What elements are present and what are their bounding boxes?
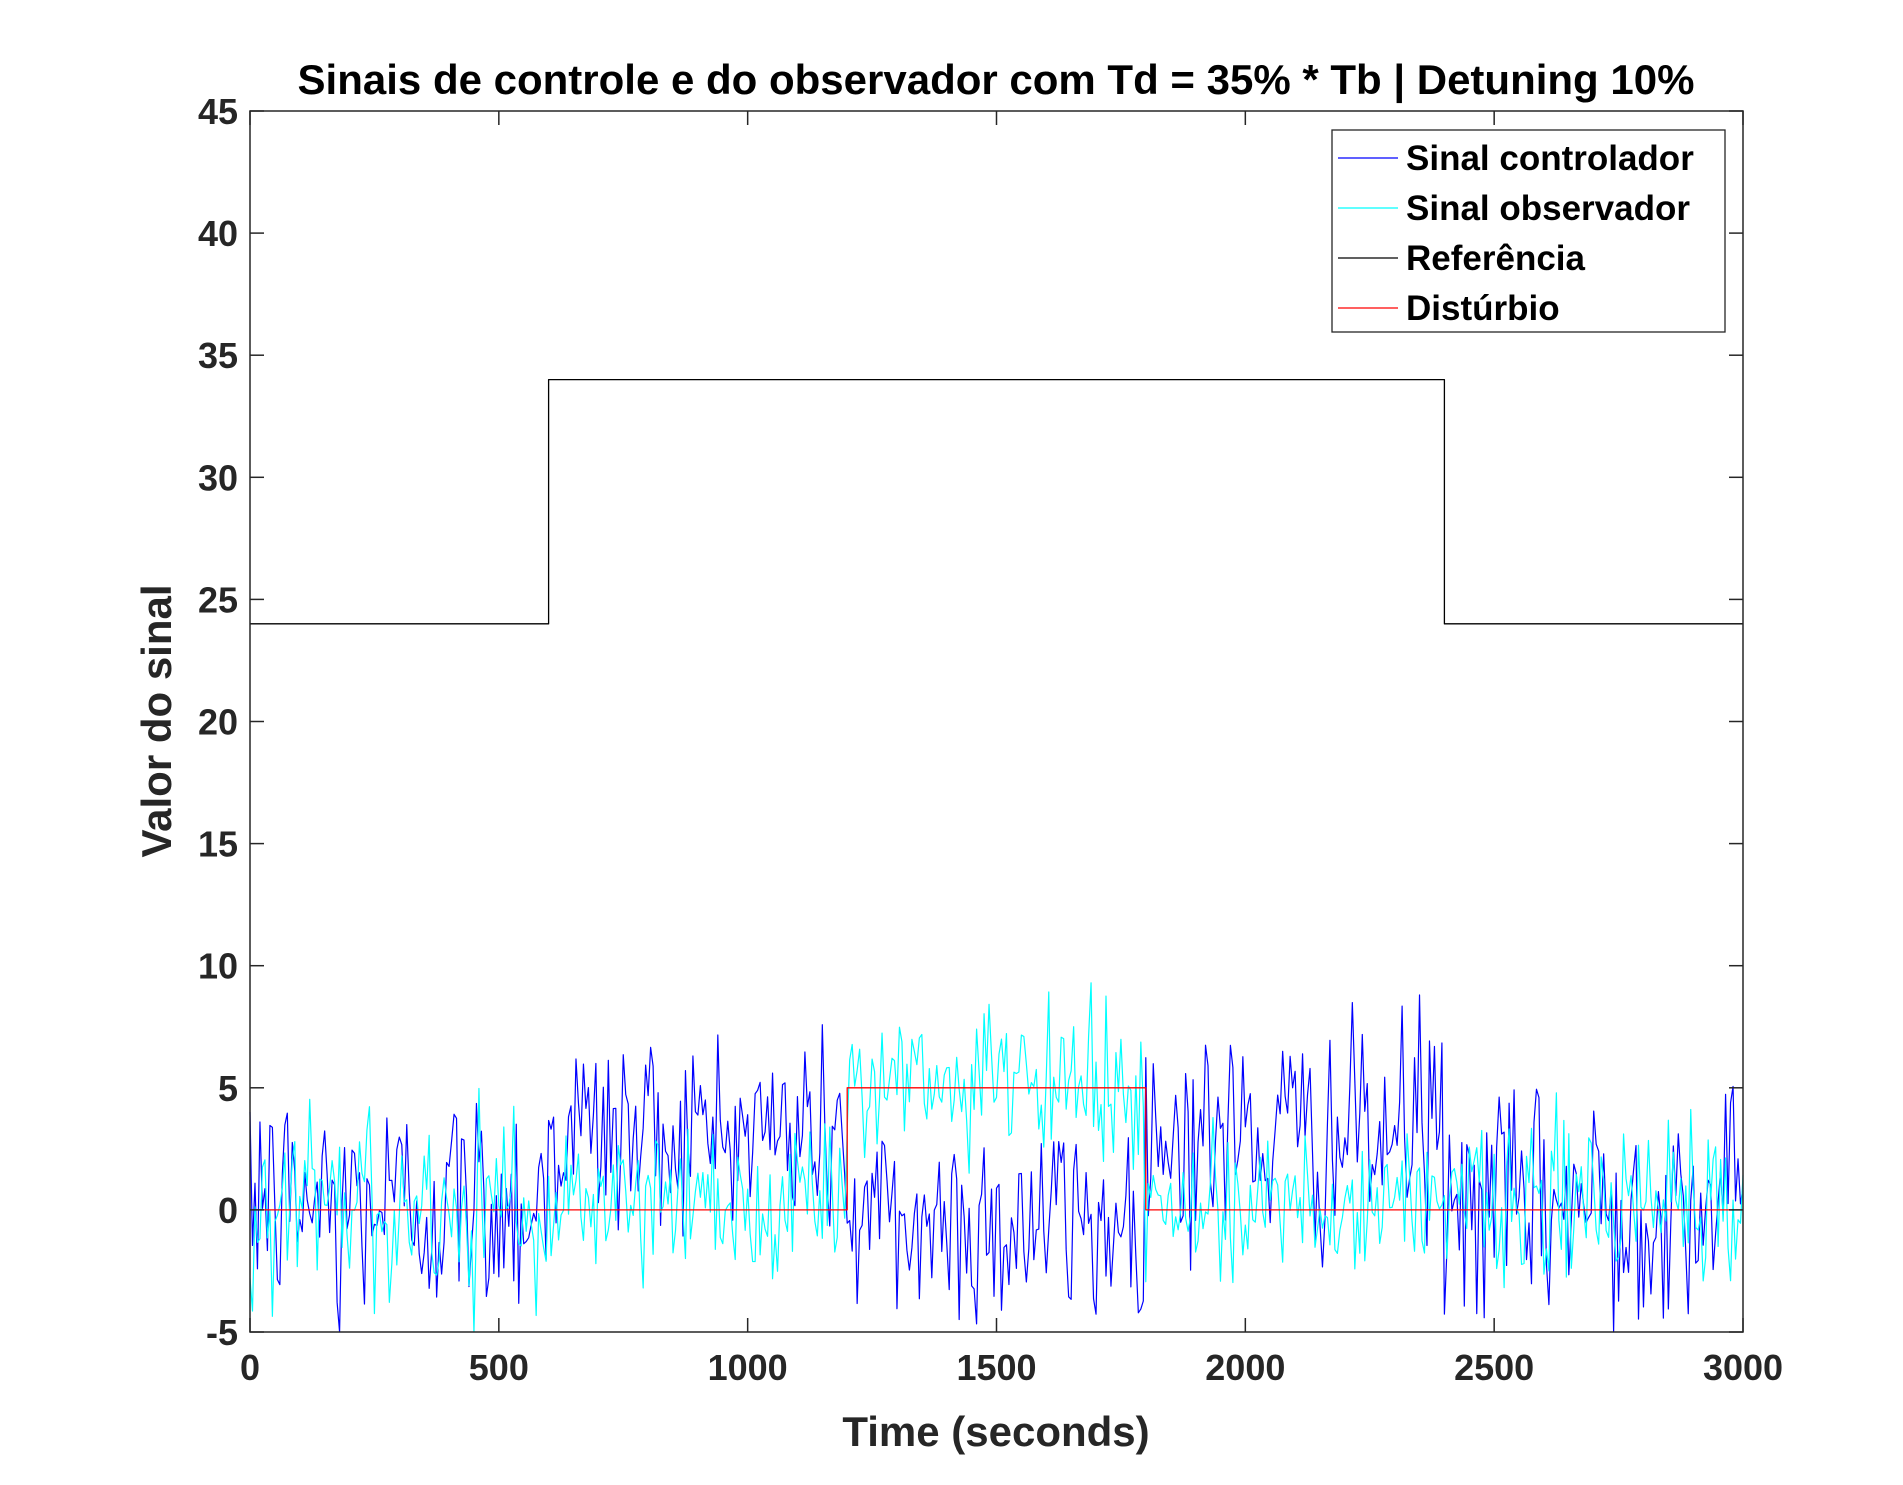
legend-box — [1331, 129, 1726, 333]
y-tick-label: 10 — [198, 946, 238, 987]
chart-title: Sinais de controle e do observador com T… — [298, 56, 1695, 104]
legend-entry-label: Sinal controlador — [1406, 139, 1694, 178]
y-tick-label: 5 — [218, 1068, 238, 1109]
legend-entry-label: Distúrbio — [1406, 289, 1560, 328]
y-tick-label: 45 — [198, 91, 238, 132]
series-line-sinal-observador — [249, 982, 1744, 1333]
y-tick-label: 30 — [198, 457, 238, 498]
series-layer — [249, 378, 1744, 1333]
legend: Sinal controlador Sinal observador Referên… — [1331, 129, 1726, 333]
ticks-layer: 0 500 1000 1500 2000 2500 3000-505101520253035… — [198, 91, 1783, 1388]
x-tick-label: 3000 — [1703, 1347, 1783, 1388]
x-tick-label: 500 — [469, 1347, 529, 1388]
x-tick-label: 1500 — [956, 1347, 1036, 1388]
y-tick-label: 15 — [198, 824, 238, 865]
y-tick-label: 25 — [198, 579, 238, 620]
x-tick-label: 2500 — [1454, 1347, 1534, 1388]
y-tick-label: 0 — [218, 1190, 238, 1231]
x-tick-label: 0 — [240, 1347, 260, 1388]
series-line-sinal-controlador — [249, 994, 1744, 1333]
series-line-referencia — [250, 378, 1743, 625]
x-tick-label: 2000 — [1205, 1347, 1285, 1388]
y-axis-label: Valor do sinal — [133, 584, 180, 857]
y-tick-label: -5 — [206, 1312, 238, 1353]
y-tick-label: 20 — [198, 702, 238, 743]
x-axis-label: Time (seconds) — [842, 1408, 1149, 1455]
x-tick-label: 1000 — [708, 1347, 788, 1388]
y-tick-label: 40 — [198, 213, 238, 254]
y-tick-label: 35 — [198, 335, 238, 376]
legend-entry-label: Referência — [1406, 239, 1586, 278]
series-line-disturbio — [250, 1087, 1743, 1211]
legend-entry-label: Sinal observador — [1406, 189, 1690, 228]
